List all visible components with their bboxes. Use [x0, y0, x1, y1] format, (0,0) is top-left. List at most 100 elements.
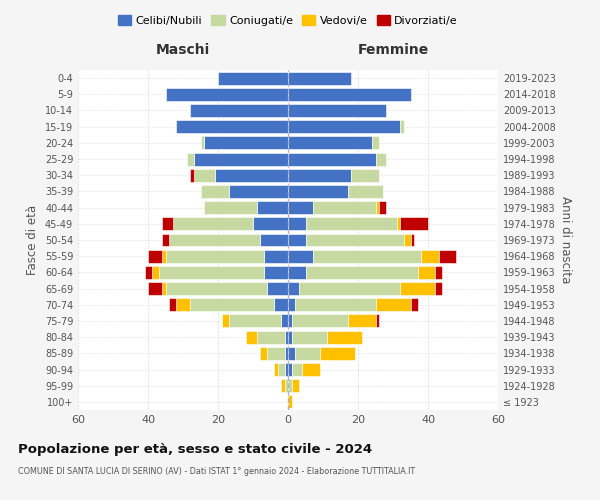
Bar: [176, 120, 288, 133]
Bar: [281, 314, 288, 328]
Legend: Celibi/Nubili, Coniugati/e, Vedovi/e, Divorziati/e: Celibi/Nubili, Coniugati/e, Vedovi/e, Di…: [113, 10, 463, 30]
Bar: [299, 282, 400, 295]
Text: COMUNE DI SANTA LUCIA DI SERINO (AV) - Dati ISTAT 1° gennaio 2024 - Elaborazione: COMUNE DI SANTA LUCIA DI SERINO (AV) - D…: [18, 468, 415, 476]
Bar: [376, 152, 386, 166]
Bar: [376, 314, 379, 328]
Bar: [193, 169, 215, 181]
Bar: [253, 218, 288, 230]
Bar: [320, 347, 355, 360]
Bar: [200, 136, 204, 149]
Bar: [435, 282, 442, 295]
Bar: [263, 266, 288, 279]
Bar: [410, 298, 418, 311]
Bar: [274, 298, 288, 311]
Bar: [288, 282, 299, 295]
Bar: [397, 218, 400, 230]
Bar: [288, 330, 292, 344]
Bar: [288, 250, 313, 262]
Bar: [151, 266, 158, 279]
Bar: [229, 185, 288, 198]
Bar: [292, 330, 326, 344]
Bar: [326, 330, 361, 344]
Bar: [257, 201, 288, 214]
Y-axis label: Anni di nascita: Anni di nascita: [559, 196, 572, 284]
Bar: [418, 266, 435, 279]
Bar: [295, 298, 376, 311]
Bar: [204, 136, 288, 149]
Bar: [292, 379, 299, 392]
Bar: [162, 218, 173, 230]
Bar: [305, 218, 397, 230]
Bar: [162, 282, 166, 295]
Bar: [421, 250, 439, 262]
Bar: [288, 152, 376, 166]
Bar: [347, 314, 376, 328]
Bar: [400, 120, 404, 133]
Bar: [313, 250, 421, 262]
Bar: [288, 298, 295, 311]
Bar: [347, 185, 383, 198]
Bar: [288, 136, 372, 149]
Bar: [267, 347, 284, 360]
Bar: [187, 152, 193, 166]
Bar: [166, 282, 267, 295]
Text: Maschi: Maschi: [156, 43, 210, 57]
Bar: [274, 363, 277, 376]
Bar: [288, 218, 305, 230]
Bar: [145, 266, 151, 279]
Bar: [288, 379, 292, 392]
Bar: [288, 88, 410, 101]
Bar: [351, 169, 379, 181]
Bar: [190, 169, 193, 181]
Bar: [200, 185, 229, 198]
Bar: [305, 266, 418, 279]
Bar: [246, 330, 257, 344]
Bar: [281, 379, 284, 392]
Bar: [263, 250, 288, 262]
Bar: [288, 314, 292, 328]
Bar: [404, 234, 410, 246]
Bar: [229, 314, 281, 328]
Bar: [288, 201, 313, 214]
Bar: [288, 396, 292, 408]
Bar: [215, 169, 288, 181]
Bar: [169, 298, 176, 311]
Bar: [260, 347, 267, 360]
Bar: [295, 347, 320, 360]
Bar: [176, 298, 190, 311]
Y-axis label: Fasce di età: Fasce di età: [26, 205, 39, 275]
Bar: [284, 363, 288, 376]
Bar: [379, 201, 386, 214]
Bar: [166, 250, 263, 262]
Bar: [193, 152, 288, 166]
Bar: [288, 363, 292, 376]
Bar: [148, 250, 162, 262]
Bar: [284, 379, 288, 392]
Bar: [288, 120, 400, 133]
Bar: [400, 282, 435, 295]
Bar: [260, 234, 288, 246]
Bar: [372, 136, 379, 149]
Bar: [288, 185, 347, 198]
Bar: [288, 169, 351, 181]
Bar: [376, 201, 379, 214]
Bar: [257, 330, 284, 344]
Bar: [158, 266, 263, 279]
Bar: [284, 330, 288, 344]
Bar: [313, 201, 376, 214]
Bar: [302, 363, 320, 376]
Bar: [305, 234, 404, 246]
Text: Popolazione per età, sesso e stato civile - 2024: Popolazione per età, sesso e stato civil…: [18, 442, 372, 456]
Bar: [277, 363, 284, 376]
Bar: [292, 363, 302, 376]
Bar: [288, 347, 295, 360]
Bar: [267, 282, 288, 295]
Bar: [284, 347, 288, 360]
Bar: [400, 218, 428, 230]
Bar: [166, 88, 288, 101]
Bar: [218, 72, 288, 85]
Bar: [288, 104, 386, 117]
Bar: [435, 266, 442, 279]
Bar: [410, 234, 414, 246]
Bar: [376, 298, 410, 311]
